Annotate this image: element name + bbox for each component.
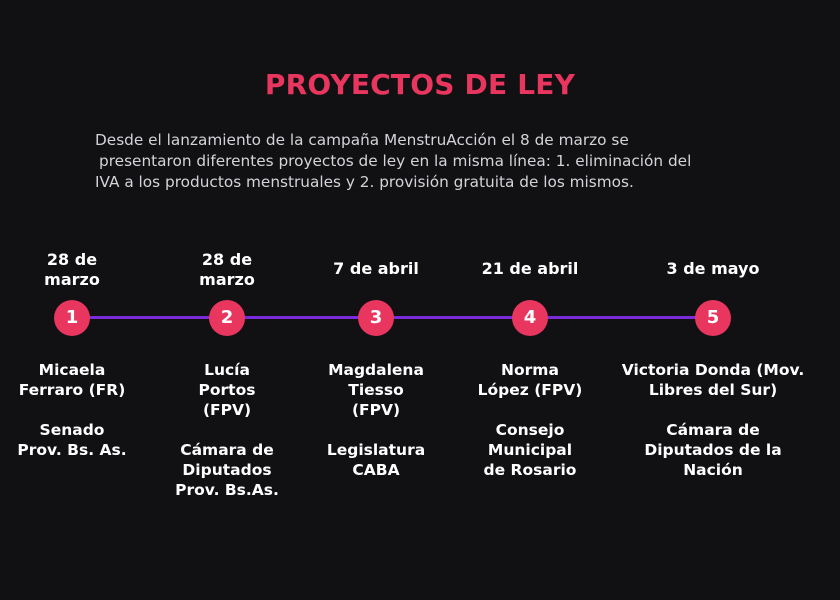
event-person: Micaela Ferraro (FR) <box>18 361 126 399</box>
event-person: Lucía Portos (FPV) <box>198 361 256 419</box>
event-date: 7 de abril <box>333 259 419 278</box>
event-number-marker: 4 <box>512 300 548 336</box>
event-number-marker: 2 <box>209 300 245 336</box>
intro-line-3: IVA a los productos menstruales y 2. pro… <box>95 173 634 191</box>
page-title: PROYECTOS DE LEY <box>264 68 576 101</box>
event-institution: Cámara de Diputados de la Nación <box>644 421 782 479</box>
event-date: 28 de marzo <box>199 250 255 289</box>
event-person: Victoria Donda (Mov. Libres del Sur) <box>621 361 805 399</box>
event-person: Norma López (FPV) <box>477 361 583 399</box>
event-date: 3 de mayo <box>666 259 760 278</box>
event-number-marker: 3 <box>358 300 394 336</box>
intro-line-1: Desde el lanzamiento de la campaña Menst… <box>95 131 629 149</box>
intro-paragraph: Desde el lanzamiento de la campaña Menst… <box>95 130 815 193</box>
event-person: Magdalena Tiesso (FPV) <box>328 361 424 419</box>
event-institution: Legislatura CABA <box>326 441 426 479</box>
event-institution: Cámara de Diputados Prov. Bs.As. <box>175 441 279 499</box>
event-number-marker: 1 <box>54 300 90 336</box>
event-institution: Consejo Municipal de Rosario <box>483 421 577 479</box>
event-institution: Senado Prov. Bs. As. <box>17 421 127 459</box>
event-number-marker: 5 <box>695 300 731 336</box>
event-date: 28 de marzo <box>44 250 100 289</box>
event-date: 21 de abril <box>481 259 579 278</box>
intro-line-2: presentaron diferentes proyectos de ley … <box>99 152 692 170</box>
